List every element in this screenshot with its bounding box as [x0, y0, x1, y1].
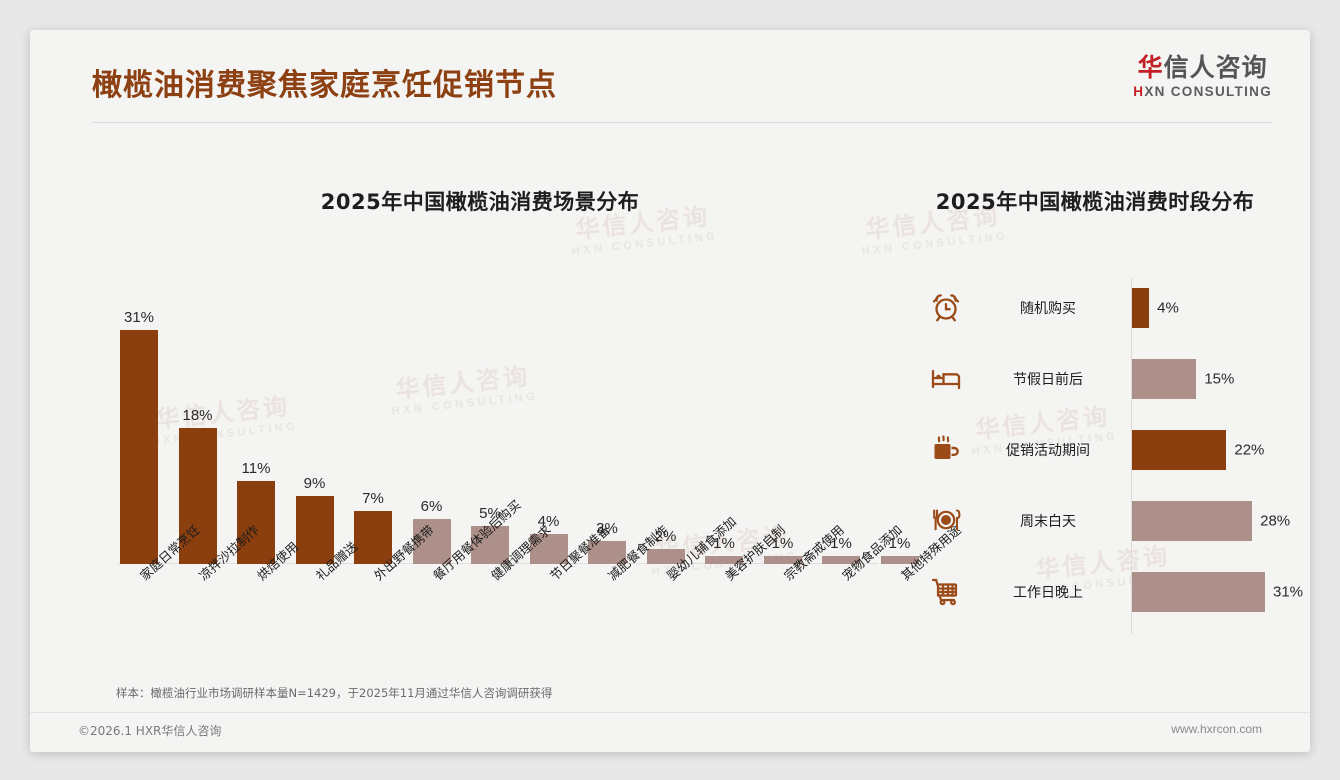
timing-row-label: 随机购买: [1020, 301, 1076, 317]
timing-row-label: 节假日前后: [1013, 372, 1083, 388]
bar-rect: [237, 480, 275, 564]
bar-value-label: 1%: [713, 535, 735, 553]
bed-icon: [930, 362, 964, 396]
bar-column: 7%: [354, 294, 392, 564]
timing-row: 工作日晚上 31%: [910, 564, 1303, 620]
bar-column: 1%: [705, 294, 743, 564]
bar-value-label: 7%: [362, 490, 384, 508]
bar-rect: [354, 511, 392, 564]
bar-rect: [295, 496, 334, 564]
timing-row: 促销活动期间 22%: [910, 422, 1280, 478]
bar-value-label: 1%: [830, 535, 852, 553]
bar-column: 1%: [880, 294, 919, 564]
bar-rect: [529, 533, 568, 564]
bar-rect: [1132, 572, 1265, 612]
logo-english-text: HXN CONSULTING: [1133, 84, 1272, 99]
bar-rect: [1132, 288, 1150, 328]
logo-chinese-text: 华信人咨询: [1133, 54, 1272, 82]
bar-value-label: 31%: [123, 309, 155, 326]
copyright-text: ©2026.1 HXR华信人咨询: [78, 724, 222, 738]
bar-rect: [646, 548, 685, 564]
y-axis-line: [1131, 278, 1132, 634]
bar-rect: [588, 541, 626, 564]
bar-value-label: 18%: [182, 407, 213, 425]
bar-rect: [1132, 501, 1253, 541]
page-title: 橄榄油消费聚焦家庭烹饪促销节点: [92, 68, 557, 103]
timing-row-label: 周末白天: [1020, 514, 1076, 530]
bar-value-label: 9%: [303, 475, 326, 493]
x-axis-tick-labels: 家庭日常烹饪 凉拌沙拉制作 烘焙使用 礼品赠送 外出野餐携带 餐厅用餐体验后购买 健康调理需…: [118, 497, 963, 686]
bar-value-label: 28%: [1260, 512, 1291, 530]
shopping-cart-icon: [930, 575, 964, 609]
bar-rect: [763, 556, 802, 564]
timing-row: 随机购买 4%: [910, 280, 1280, 336]
bar-value-label: 4%: [537, 512, 560, 530]
bar-rect: [120, 330, 158, 564]
bar-rect: [1132, 430, 1227, 470]
footer-divider: [30, 712, 1310, 713]
horizontal-bar-plot: 随机购买 4% 节假日前后 15% 促销活动期间 22% 周末白天 28% 工作日晚上 31%: [910, 272, 1303, 652]
bar-column: 4%: [529, 294, 568, 564]
bar-column: 1%: [822, 294, 860, 564]
left-chart-title: 2025年中国橄榄油消费场景分布: [320, 190, 640, 214]
bar-rect: [1132, 359, 1197, 399]
plate-cutlery-icon: [930, 504, 964, 538]
consumption-scenario-chart: 2025年中国橄榄油消费场景分布 31% 18% 11% 9% 7% 6% 5% 4% 3% 2%…: [70, 142, 963, 672]
logo-en-rest: XN CONSULTING: [1144, 83, 1272, 99]
bar-value-label: 2%: [654, 527, 677, 545]
bar-column: 18%: [178, 294, 217, 564]
bar-value-label: 4%: [1157, 299, 1179, 317]
slide-card: 华信人咨询 HXN CONSULTING 华信人咨询 HXN CONSULTIN…: [30, 30, 1310, 752]
timing-row: 周末白天 28%: [910, 493, 1290, 549]
alarm-clock-icon: [930, 291, 964, 325]
bar-column: 1%: [763, 294, 802, 564]
bar-rect: [880, 556, 919, 564]
source-footnote: 样本：橄榄油行业市场调研样本量N=1429，于2025年11月通过华信人咨询调研…: [116, 686, 553, 700]
bar-column: 2%: [646, 294, 685, 564]
logo-cn-accent: 华: [1137, 53, 1164, 82]
bar-rect: [705, 556, 743, 564]
company-logo: 华信人咨询 HXN CONSULTING: [1133, 54, 1272, 99]
bar-value-label: 11%: [241, 459, 271, 477]
timing-row-label: 工作日晚上: [1013, 585, 1083, 601]
bar-value-label: 31%: [1273, 583, 1304, 601]
logo-cn-rest: 信人咨询: [1163, 53, 1268, 82]
bar-column: 5%: [471, 294, 509, 564]
bar-value-label: 3%: [596, 520, 618, 538]
consumption-timing-chart: 2025年中国橄榄油消费时段分布 随机购买 4% 节假日前后 15% 促销活动期间 22%…: [910, 142, 1303, 672]
bar-value-label: 1%: [888, 535, 911, 553]
bar-column: 3%: [588, 294, 626, 564]
bar-value-label: 6%: [420, 497, 443, 515]
bar-value-label: 5%: [479, 505, 501, 523]
slide-header: 橄榄油消费聚焦家庭烹饪促销节点 华信人咨询 HXN CONSULTING: [30, 30, 1310, 123]
bar-column: 11%: [237, 294, 275, 564]
bar-column: 9%: [295, 294, 334, 564]
bar-rect: [471, 526, 509, 564]
bar-rect: [178, 428, 217, 564]
bar-column: 6%: [412, 294, 451, 564]
bar-value-label: 15%: [1204, 370, 1235, 388]
header-divider: [92, 122, 1272, 123]
right-chart-title: 2025年中国橄榄油消费时段分布: [935, 190, 1255, 214]
website-url: www.hxrcon.com: [1171, 722, 1262, 736]
bar-rect: [822, 556, 860, 564]
logo-en-accent: H: [1133, 83, 1145, 99]
bar-value-label: 1%: [771, 535, 794, 553]
bar-rect: [412, 518, 451, 564]
timing-row: 节假日前后 15%: [910, 351, 1280, 407]
timing-row-label: 促销活动期间: [1006, 443, 1090, 459]
bar-value-label: 22%: [1234, 441, 1265, 459]
vertical-bar-plot: 31% 18% 11% 9% 7% 6% 5% 4% 3% 2% 1% 1% 1% 1%: [118, 294, 919, 564]
bar-column: 31%: [120, 294, 158, 564]
coffee-mug-icon: [930, 433, 964, 467]
